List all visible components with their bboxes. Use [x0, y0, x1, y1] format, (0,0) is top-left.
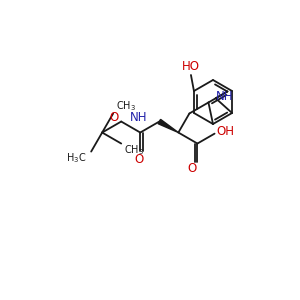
Text: O: O — [110, 111, 119, 124]
Text: HO: HO — [182, 61, 200, 74]
Polygon shape — [158, 119, 178, 133]
Text: CH$_3$: CH$_3$ — [116, 100, 136, 113]
Text: O: O — [135, 153, 144, 166]
Text: OH: OH — [217, 125, 235, 138]
Text: CH$_3$: CH$_3$ — [124, 144, 144, 158]
Text: NH: NH — [216, 90, 233, 103]
Text: O: O — [188, 162, 197, 175]
Text: NH: NH — [130, 111, 147, 124]
Text: H$_3$C: H$_3$C — [66, 152, 86, 166]
